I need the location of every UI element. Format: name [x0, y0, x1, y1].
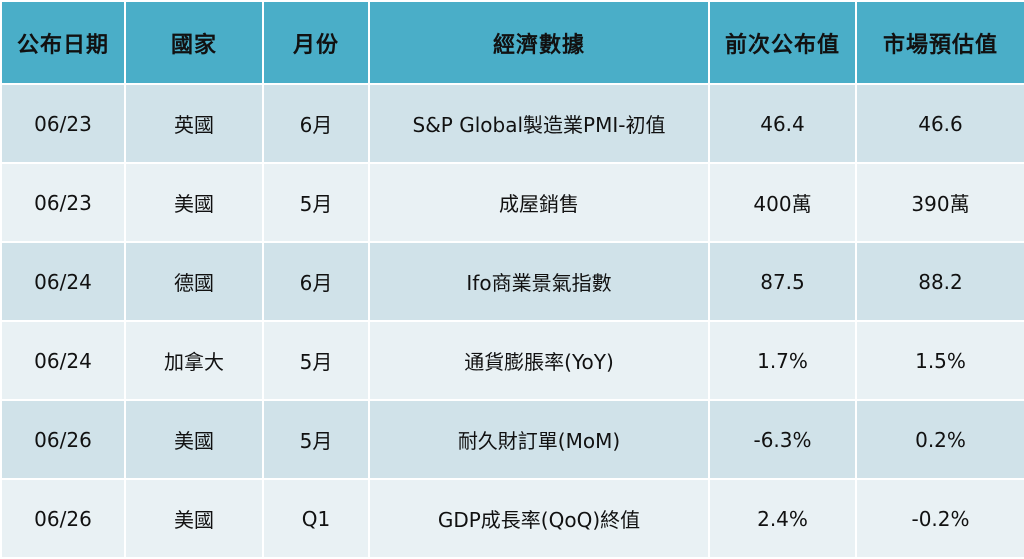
cell-economic-data: GDP成長率(QoQ)終值 — [368, 478, 710, 559]
cell-month: 5月 — [262, 162, 370, 243]
table-row: 06/24 德國 6月 Ifo商業景氣指數 87.5 88.2 — [0, 241, 1024, 322]
cell-forecast-value: 46.6 — [855, 83, 1024, 164]
header-economic-data: 經濟數據 — [368, 0, 710, 85]
cell-release-date: 06/23 — [0, 162, 126, 243]
cell-country: 英國 — [124, 83, 264, 164]
cell-previous-value: 87.5 — [708, 241, 857, 322]
table-row: 06/26 美國 5月 耐久財訂單(MoM) -6.3% 0.2% — [0, 399, 1024, 480]
table-row: 06/24 加拿大 5月 通貨膨脹率(YoY) 1.7% 1.5% — [0, 320, 1024, 401]
cell-month: 5月 — [262, 320, 370, 401]
cell-month: 6月 — [262, 83, 370, 164]
header-previous-value: 前次公布值 — [708, 0, 857, 85]
cell-economic-data: 通貨膨脹率(YoY) — [368, 320, 710, 401]
cell-release-date: 06/26 — [0, 399, 126, 480]
table-header-row: 公布日期 國家 月份 經濟數據 前次公布值 市場預估值 — [0, 0, 1024, 85]
cell-previous-value: -6.3% — [708, 399, 857, 480]
cell-forecast-value: 1.5% — [855, 320, 1024, 401]
cell-forecast-value: 0.2% — [855, 399, 1024, 480]
header-release-date: 公布日期 — [0, 0, 126, 85]
cell-country: 美國 — [124, 399, 264, 480]
header-forecast-value: 市場預估值 — [855, 0, 1024, 85]
cell-previous-value: 400萬 — [708, 162, 857, 243]
cell-release-date: 06/24 — [0, 320, 126, 401]
cell-release-date: 06/24 — [0, 241, 126, 322]
cell-forecast-value: -0.2% — [855, 478, 1024, 559]
table-row: 06/26 美國 Q1 GDP成長率(QoQ)終值 2.4% -0.2% — [0, 478, 1024, 559]
cell-economic-data: S&P Global製造業PMI-初值 — [368, 83, 710, 164]
table-row: 06/23 英國 6月 S&P Global製造業PMI-初值 46.4 46.… — [0, 83, 1024, 164]
cell-month: Q1 — [262, 478, 370, 559]
cell-country: 美國 — [124, 162, 264, 243]
cell-country: 美國 — [124, 478, 264, 559]
cell-previous-value: 1.7% — [708, 320, 857, 401]
cell-previous-value: 46.4 — [708, 83, 857, 164]
header-month: 月份 — [262, 0, 370, 85]
cell-economic-data: 成屋銷售 — [368, 162, 710, 243]
cell-month: 5月 — [262, 399, 370, 480]
cell-month: 6月 — [262, 241, 370, 322]
cell-economic-data: Ifo商業景氣指數 — [368, 241, 710, 322]
cell-release-date: 06/23 — [0, 83, 126, 164]
cell-release-date: 06/26 — [0, 478, 126, 559]
table-row: 06/23 美國 5月 成屋銷售 400萬 390萬 — [0, 162, 1024, 243]
cell-economic-data: 耐久財訂單(MoM) — [368, 399, 710, 480]
cell-country: 加拿大 — [124, 320, 264, 401]
cell-country: 德國 — [124, 241, 264, 322]
cell-forecast-value: 390萬 — [855, 162, 1024, 243]
header-country: 國家 — [124, 0, 264, 85]
cell-forecast-value: 88.2 — [855, 241, 1024, 322]
cell-previous-value: 2.4% — [708, 478, 857, 559]
